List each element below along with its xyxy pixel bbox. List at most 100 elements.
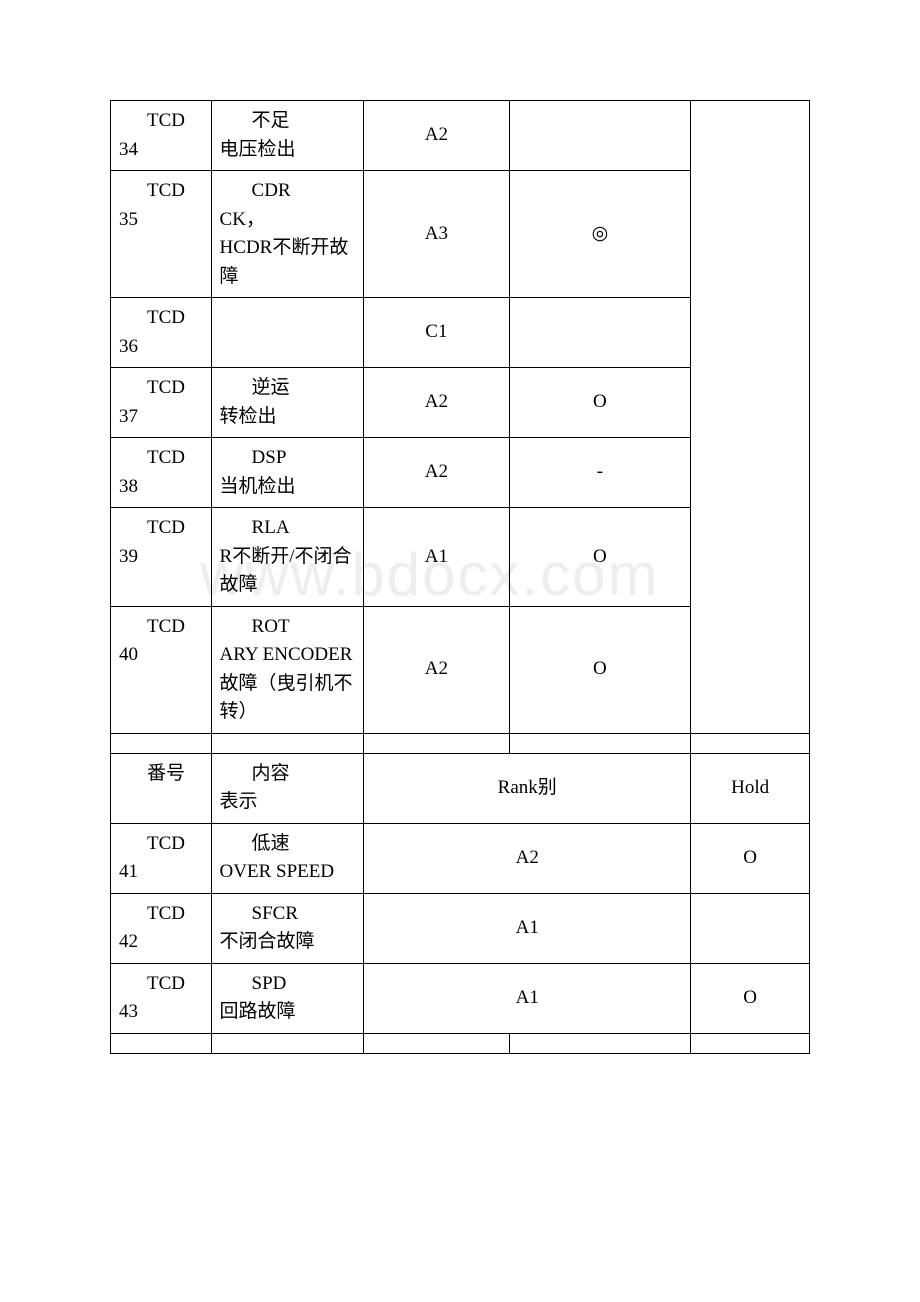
spacer-cell [211, 733, 364, 753]
header-content-l2: 表示 [220, 791, 258, 812]
cell-hold: O [691, 823, 810, 893]
cell-content: RLA R不断开/不闭合故障 [211, 508, 364, 607]
cell-num: TCD43 [111, 963, 212, 1033]
table-header-row: 番号 内容表示 Rank别 Hold [111, 753, 810, 823]
num-val: 35 [119, 209, 138, 230]
content-line2: 回路故障 [220, 1001, 296, 1022]
num-pre: TCD [119, 374, 203, 403]
num-val: 42 [119, 931, 138, 952]
num-pre: TCD [119, 830, 203, 859]
content-line2: CK， [220, 209, 265, 230]
num-pre: TCD [119, 514, 203, 543]
page-content: TCD34 不足电压检出 A2 TCD35 CDRCK，HCDR不断开故障 A3… [0, 0, 920, 1054]
cell-rank: A1 [364, 508, 509, 607]
cell-num: TCD42 [111, 893, 212, 963]
cell-rank: A2 [364, 438, 509, 508]
cell-rank: A3 [364, 171, 509, 298]
cell-num: TCD40 [111, 606, 212, 733]
spacer-row [111, 1033, 810, 1053]
cell-hold [509, 101, 691, 171]
num-pre: TCD [119, 304, 203, 333]
table-row: TCD42 SFCR不闭合故障 A1 [111, 893, 810, 963]
spacer-cell [364, 1033, 509, 1053]
cell-num: TCD 38 [111, 438, 212, 508]
cell-hold [691, 893, 810, 963]
cell-rank: A1 [364, 893, 691, 963]
spacer-cell [111, 1033, 212, 1053]
cell-hold: - [509, 438, 691, 508]
cell-rank: A2 [364, 101, 509, 171]
cell-hold: ◎ [509, 171, 691, 298]
table-row: TCD41 低速OVER SPEED A2 O [111, 823, 810, 893]
content-line2: OVER SPEED [220, 861, 335, 882]
spacer-cell [111, 733, 212, 753]
content-line2: 当机检出 [220, 476, 296, 497]
num-pre: TCD [119, 107, 203, 136]
num-pre: TCD [119, 613, 203, 642]
cell-rank: A2 [364, 606, 509, 733]
cell-num: TCD 35 [111, 171, 212, 298]
spacer-cell [211, 1033, 364, 1053]
header-content-l1: 内容 [220, 760, 356, 789]
content-line2: 不闭合故障 [220, 931, 315, 952]
content-line1: SPD [220, 970, 356, 999]
num-pre: TCD [119, 444, 203, 473]
cell-content: 低速OVER SPEED [211, 823, 364, 893]
content-line1: CDR [220, 177, 356, 206]
cell-hold: O [691, 963, 810, 1033]
cell-num: TCD41 [111, 823, 212, 893]
content-line1: 不足 [220, 107, 356, 136]
header-rank: Rank别 [364, 753, 691, 823]
content-line2: 转检出 [220, 406, 277, 427]
cell-hold [509, 298, 691, 368]
header-num-text: 番号 [119, 760, 203, 789]
content-line2: R不断开/不闭合故障 [220, 546, 352, 596]
header-hold: Hold [691, 753, 810, 823]
num-pre: TCD [119, 970, 203, 999]
cell-content [211, 298, 364, 368]
num-pre: TCD [119, 177, 203, 206]
spacer-row [111, 733, 810, 753]
num-pre: TCD [119, 900, 203, 929]
content-line1: 低速 [220, 830, 356, 859]
content-line1: RLA [220, 514, 356, 543]
content-line3: HCDR不断开故障 [220, 237, 349, 287]
cell-num: TCD 36 [111, 298, 212, 368]
cell-last [691, 101, 810, 734]
cell-num: TCD 37 [111, 368, 212, 438]
spacer-cell [691, 733, 810, 753]
num-val: 34 [119, 139, 138, 160]
cell-hold: O [509, 508, 691, 607]
num-val: 41 [119, 861, 138, 882]
cell-rank: A2 [364, 823, 691, 893]
cell-num: TCD 39 [111, 508, 212, 607]
cell-rank: A2 [364, 368, 509, 438]
content-line2: ARY ENCODER故障（曳引机不转） [220, 644, 353, 722]
num-val: 40 [119, 644, 138, 665]
table-row: TCD43 SPD回路故障 A1 O [111, 963, 810, 1033]
spacer-cell [364, 733, 509, 753]
spacer-cell [509, 1033, 691, 1053]
num-val: 39 [119, 546, 138, 567]
content-line1: 逆运 [220, 374, 356, 403]
content-line1: DSP [220, 444, 356, 473]
content-line1: ROT [220, 613, 356, 642]
cell-hold: O [509, 606, 691, 733]
num-val: 38 [119, 476, 138, 497]
cell-content: ROTARY ENCODER故障（曳引机不转） [211, 606, 364, 733]
table-row: TCD34 不足电压检出 A2 [111, 101, 810, 171]
cell-hold: O [509, 368, 691, 438]
cell-content: SPD回路故障 [211, 963, 364, 1033]
header-num: 番号 [111, 753, 212, 823]
cell-content: SFCR不闭合故障 [211, 893, 364, 963]
cell-content: CDR CK， HCDR不断开故障 [211, 171, 364, 298]
cell-content: 逆运转检出 [211, 368, 364, 438]
cell-rank: C1 [364, 298, 509, 368]
cell-content: DSP 当机检出 [211, 438, 364, 508]
cell-rank: A1 [364, 963, 691, 1033]
num-val: 37 [119, 406, 138, 427]
num-val: 36 [119, 336, 138, 357]
fault-table: TCD34 不足电压检出 A2 TCD35 CDRCK，HCDR不断开故障 A3… [110, 100, 810, 1054]
header-content: 内容表示 [211, 753, 364, 823]
spacer-cell [509, 733, 691, 753]
